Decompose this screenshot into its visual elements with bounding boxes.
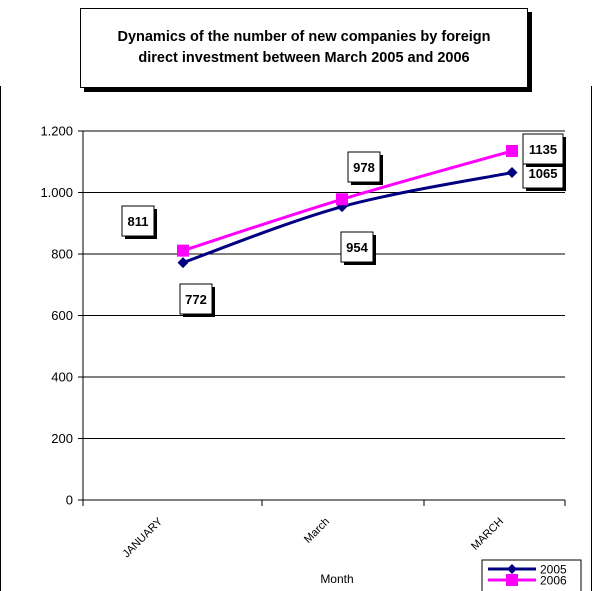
x-tick-label: JANUARY <box>120 515 165 560</box>
y-tick-label: 600 <box>51 308 73 323</box>
data-label-text: 811 <box>128 214 149 229</box>
x-tick-label: MARCH <box>469 516 506 553</box>
legend-box <box>481 559 582 591</box>
marker-2006-0 <box>177 244 189 257</box>
data-label-box <box>347 151 381 183</box>
marker-2006-2 <box>506 144 518 157</box>
data-label-text: 772 <box>185 292 207 307</box>
data-label-box <box>522 133 564 165</box>
data-label-text: 1065 <box>529 166 558 181</box>
marker-2005-0 <box>177 257 189 269</box>
y-tick-label: 1.000 <box>40 185 73 200</box>
data-label-2006-1: 978 <box>347 151 383 185</box>
y-tick-label: 400 <box>51 370 73 385</box>
y-tick-label: 800 <box>51 247 73 262</box>
y-tick-label: 200 <box>51 431 73 446</box>
y-tick-label: 1.200 <box>40 124 73 139</box>
x-axis-title: Month <box>320 572 353 586</box>
x-tick-label: March <box>302 516 332 546</box>
data-label-2006-0: 811 <box>121 205 157 239</box>
chart-title-box: Dynamics of the number of new companies … <box>80 8 528 88</box>
data-label-box <box>340 231 374 263</box>
legend-marker-2006 <box>506 574 518 586</box>
chart-title-line-2: direct investment between March 2005 and… <box>138 50 470 66</box>
data-label-box <box>179 283 213 315</box>
data-label-2006-2: 1135 <box>522 133 566 167</box>
data-label-text: 1135 <box>529 142 557 157</box>
y-tick-label: 0 <box>66 493 73 508</box>
data-label-text: 954 <box>346 240 368 255</box>
data-label-box <box>121 205 155 237</box>
legend-label-2005: 2005 <box>540 563 567 577</box>
legend-marker-2005 <box>507 564 517 574</box>
marker-2005-2 <box>506 167 518 179</box>
data-label-text: 978 <box>353 160 375 175</box>
legend-label-2006: 2006 <box>540 574 567 588</box>
data-label-2005-1: 954 <box>340 231 376 265</box>
marker-2006-1 <box>336 193 348 206</box>
chart-title-line-1: Dynamics of the number of new companies … <box>117 29 491 45</box>
data-label-2005-0: 772 <box>179 283 215 317</box>
